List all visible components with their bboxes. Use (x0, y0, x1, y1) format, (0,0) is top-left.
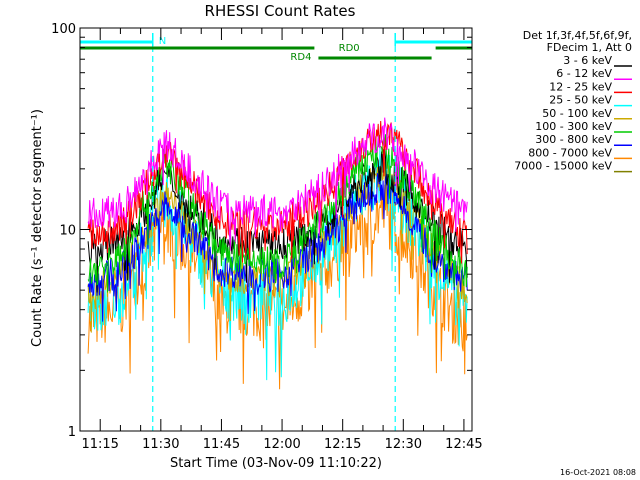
night-label: N (159, 36, 166, 47)
legend-entry-label: 12 - 25 keV (549, 80, 612, 93)
plot-marks: N RD0 RD4 (80, 33, 472, 431)
y-tick-label: 1 (68, 425, 76, 440)
x-tick-label: 11:15 (81, 437, 118, 452)
series-line (87, 117, 468, 251)
series-line (87, 173, 468, 322)
x-tick-label: 12:00 (263, 437, 300, 452)
legend-entry-label: 50 - 100 keV (542, 107, 612, 120)
legend-entry-label: 25 - 50 keV (549, 94, 612, 107)
chart-title: RHESSI Count Rates (205, 2, 356, 20)
legend-entry-label: 3 - 6 keV (563, 54, 612, 67)
footer-timestamp: 16-Oct-2021 08:08 (560, 468, 636, 477)
x-tick-label: 12:45 (445, 437, 482, 452)
y-axis-label: Count Rate (s⁻¹ detector segment⁻¹) (30, 109, 45, 347)
series-line (87, 134, 468, 293)
legend-entry-label: 6 - 12 keV (556, 67, 612, 80)
legend: Det 1f,3f,4f,5f,6f,9f, FDecim 1, Att 0 3… (514, 29, 632, 173)
axis-ticks: 1 10 100 11:15 11:30 11:45 12:00 12:15 12:30 12:4… (51, 22, 482, 452)
plot-traces (87, 117, 468, 390)
legend-entry-label: 800 - 7000 keV (528, 146, 612, 159)
x-tick-label: 11:45 (203, 437, 240, 452)
radiation-label: RD4 (290, 52, 311, 63)
legend-entry-label: 7000 - 15000 keV (514, 160, 612, 173)
x-tick-label: 11:30 (142, 437, 179, 452)
y-tick-label: 100 (51, 22, 76, 37)
series-line (87, 148, 468, 293)
legend-header-line-1: Det 1f,3f,4f,5f,6f,9f, (523, 29, 632, 42)
legend-entry-label: 300 - 800 keV (535, 133, 612, 146)
legend-entry-label: 100 - 300 keV (535, 120, 612, 133)
legend-header-line-2: FDecim 1, Att 0 (547, 41, 632, 54)
radiation-label: RD0 (339, 43, 360, 54)
x-tick-label: 12:15 (324, 437, 361, 452)
x-axis-label: Start Time (03-Nov-09 11:10:22) (170, 456, 382, 471)
x-tick-label: 12:30 (385, 437, 422, 452)
y-tick-label: 10 (59, 224, 76, 239)
